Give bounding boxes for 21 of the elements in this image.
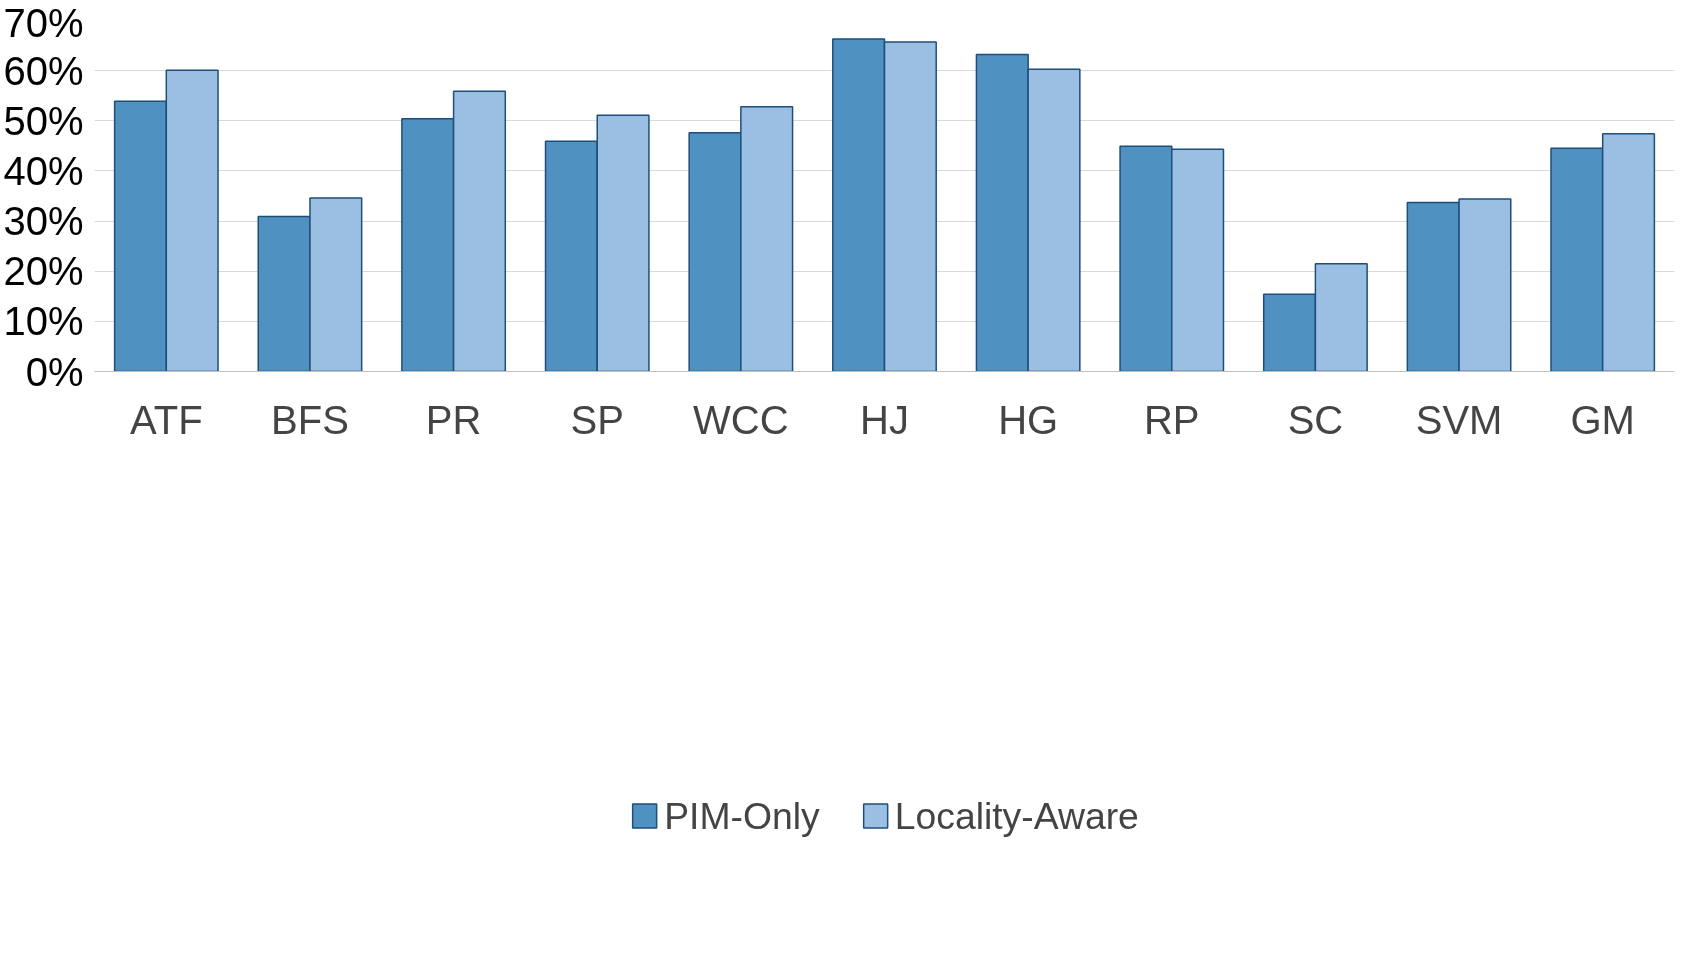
y-tick-label: 0% [25, 349, 84, 394]
x-tick-label: WCC [693, 397, 789, 442]
x-tick-label: HG [998, 397, 1059, 442]
x-tick-label: GM [1570, 397, 1635, 442]
y-tick-label: 70% [3, 0, 84, 45]
y-tick-label: 30% [3, 199, 84, 244]
x-tick-label: SVM [1415, 397, 1503, 442]
y-tick-label: 10% [3, 299, 84, 344]
legend-label: Locality-Aware [894, 794, 1139, 838]
x-tick-label: SC [1287, 397, 1344, 442]
y-tick-label: 20% [3, 249, 84, 294]
legend-label: PIM-Only [664, 794, 820, 838]
x-tick-label: ATF [130, 397, 203, 442]
x-tick-label: BFS [271, 397, 349, 442]
y-tick-label: 60% [3, 48, 84, 93]
x-tick-label: PR [425, 397, 482, 442]
x-tick-label: HJ [860, 397, 909, 442]
y-tick-label: 50% [3, 98, 84, 143]
x-tick-label: RP [1143, 397, 1200, 442]
y-tick-label: 40% [3, 148, 84, 193]
x-tick-label: SP [570, 397, 624, 442]
